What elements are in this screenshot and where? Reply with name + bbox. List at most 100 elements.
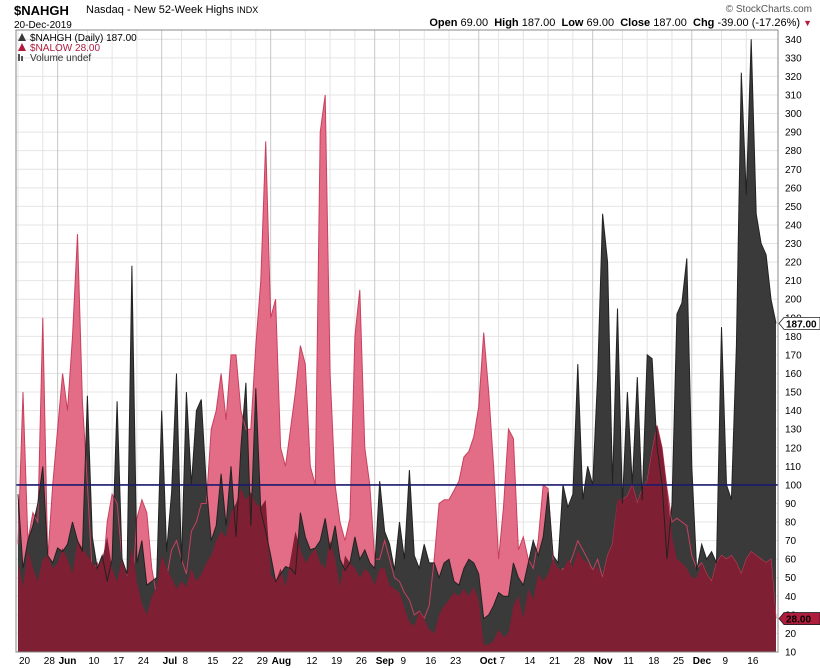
y-tick-label: 40 [785,592,797,603]
chg-value: -39.00 (-17.26%) [717,17,801,29]
y-tick-label: 60 [785,555,797,566]
y-tick-label: 320 [785,72,802,83]
close-label: Close [620,17,651,29]
y-tick-label: 120 [785,443,802,454]
x-tick-label: 23 [450,656,462,667]
y-tick-label: 90 [785,499,797,510]
x-tick-label: 19 [331,656,343,667]
last-value-tags: 187.00 28.00 [778,316,820,626]
last-tag-lows-label: 28.00 [786,615,811,626]
x-tick-label: Sep [376,656,394,667]
x-tick-label: 10 [88,656,100,667]
x-tick-label: 22 [232,656,244,667]
brand-logo[interactable]: © StockCharts.com [725,4,812,15]
y-tick-label: 170 [785,350,802,361]
volume-bar-icon [18,54,20,61]
x-tick-label: 14 [524,656,536,667]
x-tick-label: Jun [59,656,77,667]
x-tick-label: 16 [747,656,759,667]
y-tick-label: 160 [785,369,802,380]
close-value: 187.00 [653,17,687,29]
last-tag-lows-box [778,612,820,625]
legend-item-lows: $NALOW 28.00 [18,43,100,54]
down-triangle-icon: ▼ [803,18,812,28]
y-tick-label: 150 [785,388,802,399]
chart-date: 20-Dec-2019 [14,20,72,31]
y-axis: 1020304050607080901001101201301401501601… [785,35,802,659]
x-tick-label: 8 [182,656,188,667]
y-tick-label: 100 [785,480,802,491]
chart-header: $NAHGH Nasdaq - New 52-Week Highs INDX 20… [0,0,820,40]
y-tick-label: 200 [785,295,802,306]
y-tick-label: 330 [785,53,802,64]
plot-frame [15,29,779,653]
low-value: 69.00 [586,17,615,29]
x-tick-label: 16 [425,656,437,667]
y-tick-label: 110 [785,462,801,473]
x-tick-label: 11 [623,656,634,667]
y-tick-label: 290 [785,128,802,139]
x-tick-label: Nov [594,656,613,667]
x-tick-label: Aug [272,656,291,667]
x-tick-label: 26 [356,656,368,667]
legend-item-highs: $NAHGH (Daily) 187.00 [18,33,137,44]
y-tick-label: 260 [785,183,802,194]
legend: $NAHGH (Daily) 187.00 $NALOW 28.00 Volum… [18,33,137,64]
last-tag-highs-box [778,316,820,330]
mountain-icon [18,33,26,41]
x-tick-label: Dec [693,656,712,667]
y-tick-label: 130 [785,425,802,436]
x-tick-label: 12 [306,656,318,667]
y-tick-label: 280 [785,146,802,157]
y-tick-label: 210 [785,276,802,287]
x-tick-label: 24 [138,656,150,667]
x-tick-label: Jul [163,656,178,667]
x-tick-label: 29 [257,656,269,667]
y-tick-label: 80 [785,518,797,529]
volume-bar-icon [21,56,23,61]
y-tick-label: 180 [785,332,802,343]
ticker-name: Nasdaq - New 52-Week Highs INDX [86,4,258,16]
highs-line [17,39,777,620]
high-label: High [494,17,519,29]
x-tick-label: Oct [480,656,497,667]
ohlc-readout: Open 69.00 High 187.00 Low 69.00 Close 1… [429,17,812,29]
y-tick-label: 50 [785,573,797,584]
lows-area [18,425,776,652]
y-tick-label: 240 [785,220,802,231]
x-tick-label: 7 [500,656,506,667]
legend-lows-label: $NALOW 28.00 [30,43,100,54]
y-tick-label: 20 [785,629,797,640]
ticker-symbol: $NAHGH [14,3,69,18]
legend-volume-label: Volume undef [30,53,91,64]
mountain-icon [18,43,26,51]
y-tick-label: 70 [785,536,797,547]
x-tick-label: 15 [207,656,219,667]
x-tick-label: 17 [113,656,125,667]
y-tick-label: 140 [785,406,802,417]
ticker-name-text: Nasdaq - New 52-Week Highs [86,4,234,16]
x-axis: 20 28 Jun 10 17 24 Jul 8 15 22 29 Aug 12 19 26 Sep 9 16 23… [19,656,759,667]
x-tick-label: 21 [549,656,561,667]
chg-label: Chg [693,17,715,29]
y-tick-label: 310 [785,90,802,101]
y-tick-label: 340 [785,35,802,46]
last-tag-highs-label: 187.00 [786,319,817,330]
open-label: Open [429,17,458,29]
y-tick-label: 300 [785,109,802,120]
y-tick-label: 270 [785,165,802,176]
exchange-label: INDX [236,5,259,15]
y-tick-label: 10 [785,648,797,659]
x-tick-label: 9 [400,656,406,667]
x-tick-label: 28 [574,656,586,667]
legend-highs-label: $NAHGH (Daily) 187.00 [30,33,137,44]
x-tick-label: 20 [19,656,31,667]
x-tick-label: 25 [673,656,685,667]
y-tick-label: 250 [785,202,802,213]
x-tick-label: 9 [723,656,729,667]
y-tick-label: 220 [785,258,802,269]
series-areas [17,39,777,653]
low-label: Low [561,17,584,29]
x-tick-label: 18 [648,656,660,667]
